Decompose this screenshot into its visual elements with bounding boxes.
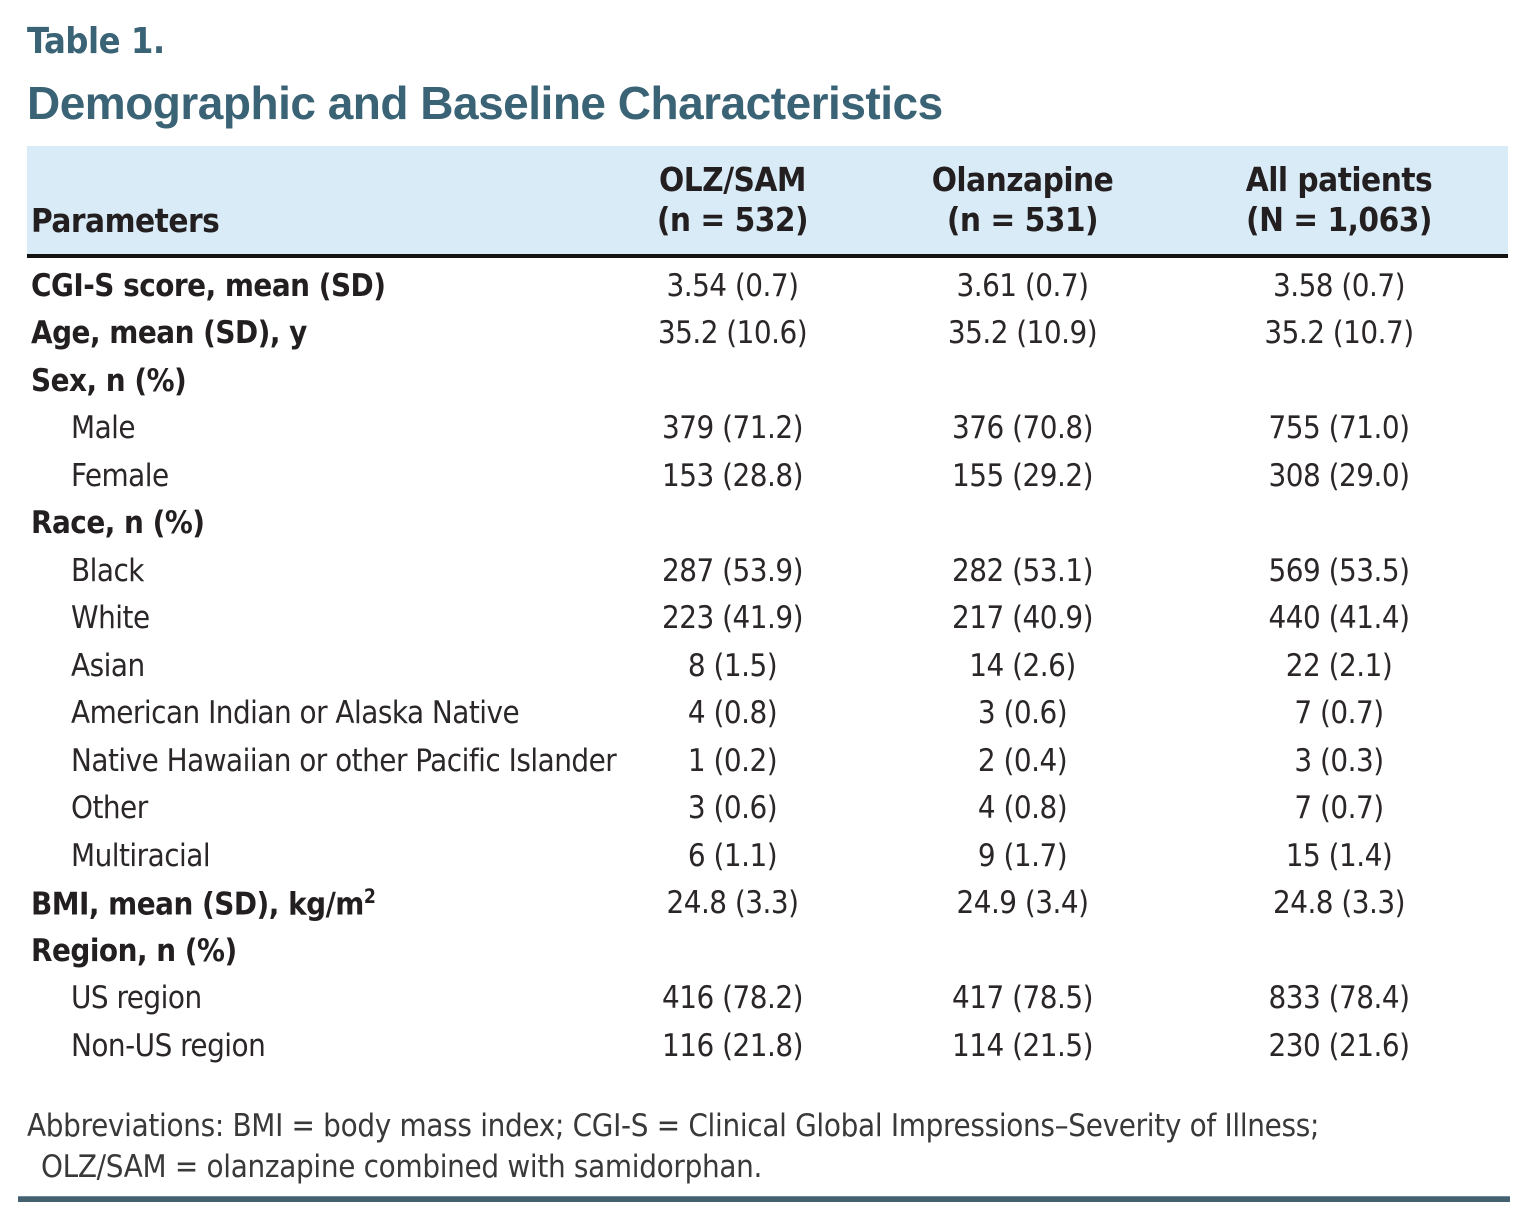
row-value: 3 (0.6) [977,695,1068,732]
table-row: American Indian or Alaska Native 4 (0.8) 3… [27,690,1508,738]
row-value: 416 (78.2) [662,980,803,1017]
row-value: 116 (21.8) [662,1027,803,1064]
column-header-line1: All patients [1245,160,1433,199]
table-row: Other 3 (0.6) 4 (0.8) 7 (0.7) [27,785,1508,833]
row-value: 153 (28.8) [662,457,803,494]
column-header-line2: (N = 1,063) [1246,200,1432,239]
row-label: Asian [71,647,145,684]
table-row: Age, mean (SD), y 35.2 (10.6) 35.2 (10.9) 3… [27,310,1508,358]
row-value: 15 (1.4) [1285,837,1393,874]
row-value: 379 (71.2) [662,410,803,447]
row-value: 3.61 (0.7) [956,267,1089,304]
row-value: 3 (0.3) [1294,742,1384,779]
row-label: Male [71,410,136,447]
column-header-line1: OLZ/SAM [659,160,806,199]
row-label: Other [71,790,148,827]
row-label: Region, n (%) [31,932,237,969]
table-number-label: Table 1. [27,21,165,62]
row-value: 569 (53.5) [1268,552,1410,589]
row-value: 417 (78.5) [952,980,1093,1017]
column-header-line2: (n = 531) [946,200,1099,239]
row-label: Sex, n (%) [31,362,187,399]
superscript: 2 [363,884,376,908]
table-body: CGI-S score, mean (SD) 3.54 (0.7) 3.61 (0.… [27,262,1508,1070]
row-value: 9 (1.7) [977,837,1068,874]
bottom-divider-rule [18,1196,1510,1202]
row-label: White [71,600,150,637]
column-header-olzsam: OLZ/SAM (n = 532) [590,160,875,240]
row-value: 440 (41.4) [1268,600,1410,637]
row-value: 8 (1.5) [687,647,778,684]
row-value: 230 (21.6) [1268,1027,1410,1064]
table-row: Non-US region 116 (21.8) 114 (21.5) 230 (21… [27,1022,1508,1070]
row-value: 6 (1.1) [687,837,778,874]
row-label: Race, n (%) [31,505,205,542]
column-header-olanzapine: Olanzapine (n = 531) [875,160,1170,240]
row-value: 4 (0.8) [687,695,778,732]
row-value: 755 (71.0) [1268,410,1410,447]
row-value: 223 (41.9) [662,600,803,637]
column-header-all-patients: All patients (N = 1,063) [1170,160,1508,240]
row-label: Female [71,457,169,494]
row-value: 114 (21.5) [952,1027,1093,1064]
table-row: CGI-S score, mean (SD) 3.54 (0.7) 3.61 (0.… [27,262,1508,310]
row-label: BMI, mean (SD), kg/m2 [31,884,376,922]
table-title: Demographic and Baseline Characteristics [27,77,943,129]
row-value: 4 (0.8) [977,790,1068,827]
row-label: CGI-S score, mean (SD) [31,267,386,304]
table-header-row: Parameters OLZ/SAM (n = 532) Olanzapine … [27,146,1508,254]
table-row: Region, n (%) [27,927,1508,975]
row-value: 3.58 (0.7) [1272,267,1406,304]
row-label: US region [71,980,202,1017]
table-row: Male 379 (71.2) 376 (70.8) 755 (71.0) [27,405,1508,453]
row-value: 24.9 (3.4) [956,885,1089,922]
row-value: 376 (70.8) [952,410,1093,447]
row-value: 35.2 (10.6) [657,315,808,352]
row-value: 7 (0.7) [1294,695,1384,732]
table-row: Asian 8 (1.5) 14 (2.6) 22 (2.1) [27,642,1508,690]
row-value: 22 (2.1) [1285,647,1393,684]
row-label: Black [71,552,144,589]
row-value: 287 (53.9) [662,552,803,589]
row-value: 24.8 (3.3) [1272,885,1406,922]
row-value: 1 (0.2) [687,742,778,779]
row-label: Multiracial [71,837,211,874]
row-value: 3 (0.6) [687,790,778,827]
row-value: 217 (40.9) [952,600,1093,637]
row-value: 14 (2.6) [969,647,1076,684]
table-row: Native Hawaiian or other Pacific Islande… [27,737,1508,785]
column-header-line1: Olanzapine [931,160,1114,199]
row-label: Non-US region [71,1027,266,1064]
row-value: 2 (0.4) [977,742,1068,779]
table-row: White 223 (41.9) 217 (40.9) 440 (41.4) [27,595,1508,643]
footnote-line: Abbreviations: BMI = body mass index; CG… [27,1107,1320,1144]
header-divider-rule [27,254,1508,258]
row-value: 155 (29.2) [952,457,1093,494]
table-row: BMI, mean (SD), kg/m2 24.8 (3.3) 24.9 (3.4… [27,880,1508,928]
table-row: Sex, n (%) [27,357,1508,405]
table-row: Multiracial 6 (1.1) 9 (1.7) 15 (1.4) [27,832,1508,880]
column-header-parameters: Parameters [31,201,220,240]
row-value: 282 (53.1) [952,552,1093,589]
row-label: Native Hawaiian or other Pacific Islande… [71,742,617,779]
row-label: American Indian or Alaska Native [71,695,520,732]
row-value: 35.2 (10.9) [947,315,1098,352]
footnote-line: OLZ/SAM = olanzapine combined with samid… [41,1148,763,1185]
table-row: Black 287 (53.9) 282 (53.1) 569 (53.5) [27,547,1508,595]
row-value: 3.54 (0.7) [666,267,799,304]
table-row: Race, n (%) [27,500,1508,548]
table-row: US region 416 (78.2) 417 (78.5) 833 (78.4) [27,975,1508,1023]
column-header-line2: (n = 532) [656,200,809,239]
row-value: 24.8 (3.3) [666,885,799,922]
table-row: Female 153 (28.8) 155 (29.2) 308 (29.0) [27,452,1508,500]
row-label: Age, mean (SD), y [31,315,307,352]
row-value: 308 (29.0) [1268,457,1410,494]
row-value: 833 (78.4) [1268,980,1410,1017]
row-value: 7 (0.7) [1294,790,1384,827]
row-value: 35.2 (10.7) [1264,315,1414,352]
abbreviations-footnote: Abbreviations: BMI = body mass index; CG… [27,1106,1508,1188]
